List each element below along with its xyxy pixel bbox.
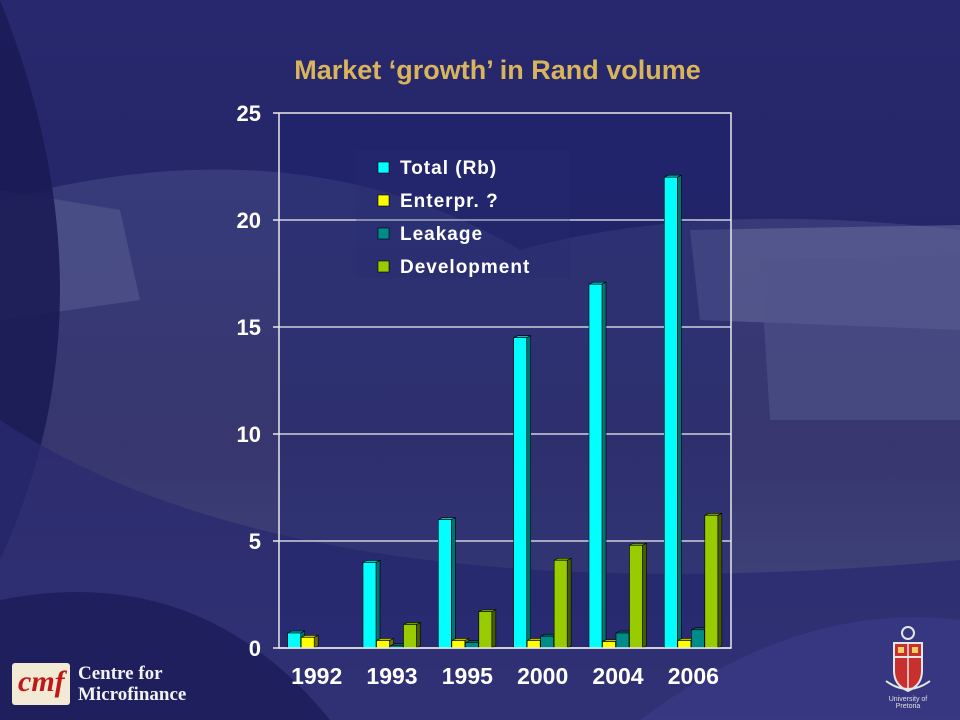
legend-label: Total (Rb) xyxy=(400,158,497,179)
bar xyxy=(513,335,531,649)
bar xyxy=(629,542,647,649)
legend-box xyxy=(356,150,570,278)
x-tick-label: 1993 xyxy=(366,663,417,689)
legend-swatch xyxy=(377,161,390,174)
bar xyxy=(438,517,456,649)
bar xyxy=(664,174,682,649)
bar xyxy=(588,281,607,649)
university-crest-icon xyxy=(885,626,931,693)
legend: Total (Rb) Enterpr. ? Leakage Development xyxy=(356,150,570,278)
bar xyxy=(376,638,394,649)
bar xyxy=(478,609,497,649)
x-tick-label: 1992 xyxy=(291,663,342,689)
y-tick-label: 20 xyxy=(237,208,261,233)
logo-line-2: Microfinance xyxy=(78,684,187,705)
bar xyxy=(704,512,723,649)
legend-label: Enterpr. ? xyxy=(400,191,499,212)
legend-label: Leakage xyxy=(400,224,483,245)
y-tick-label: 10 xyxy=(237,422,261,447)
bar xyxy=(553,557,572,649)
x-tick-label: 2004 xyxy=(592,663,643,689)
x-tick-label: 2006 xyxy=(668,663,719,689)
university-caption: University of Pretoria xyxy=(888,696,928,710)
bar xyxy=(403,621,421,649)
bar xyxy=(362,559,381,649)
bar xyxy=(300,634,319,649)
y-tick-label: 0 xyxy=(249,636,261,661)
x-tick-label: 2000 xyxy=(517,663,568,689)
plot-area xyxy=(278,112,732,649)
centre-for-microfinance-logo: cmf Centre for Microfinance xyxy=(12,662,186,706)
legend-swatch xyxy=(377,194,390,207)
x-tick-label: 1995 xyxy=(442,663,493,689)
logo-line-1: Centre for xyxy=(78,663,163,684)
legend-label: Development xyxy=(400,257,530,278)
y-tick-label: 5 xyxy=(249,529,261,554)
y-tick-label: 25 xyxy=(237,101,261,126)
legend-swatch xyxy=(377,227,390,240)
y-tick-label: 15 xyxy=(237,315,261,340)
university-of-pretoria-logo: University of Pretoria xyxy=(876,623,940,710)
chart-title: Market ‘growth’ in Rand volume xyxy=(294,55,701,85)
legend-swatch xyxy=(377,260,390,273)
cmf-logo-icon: cmf xyxy=(12,663,70,705)
